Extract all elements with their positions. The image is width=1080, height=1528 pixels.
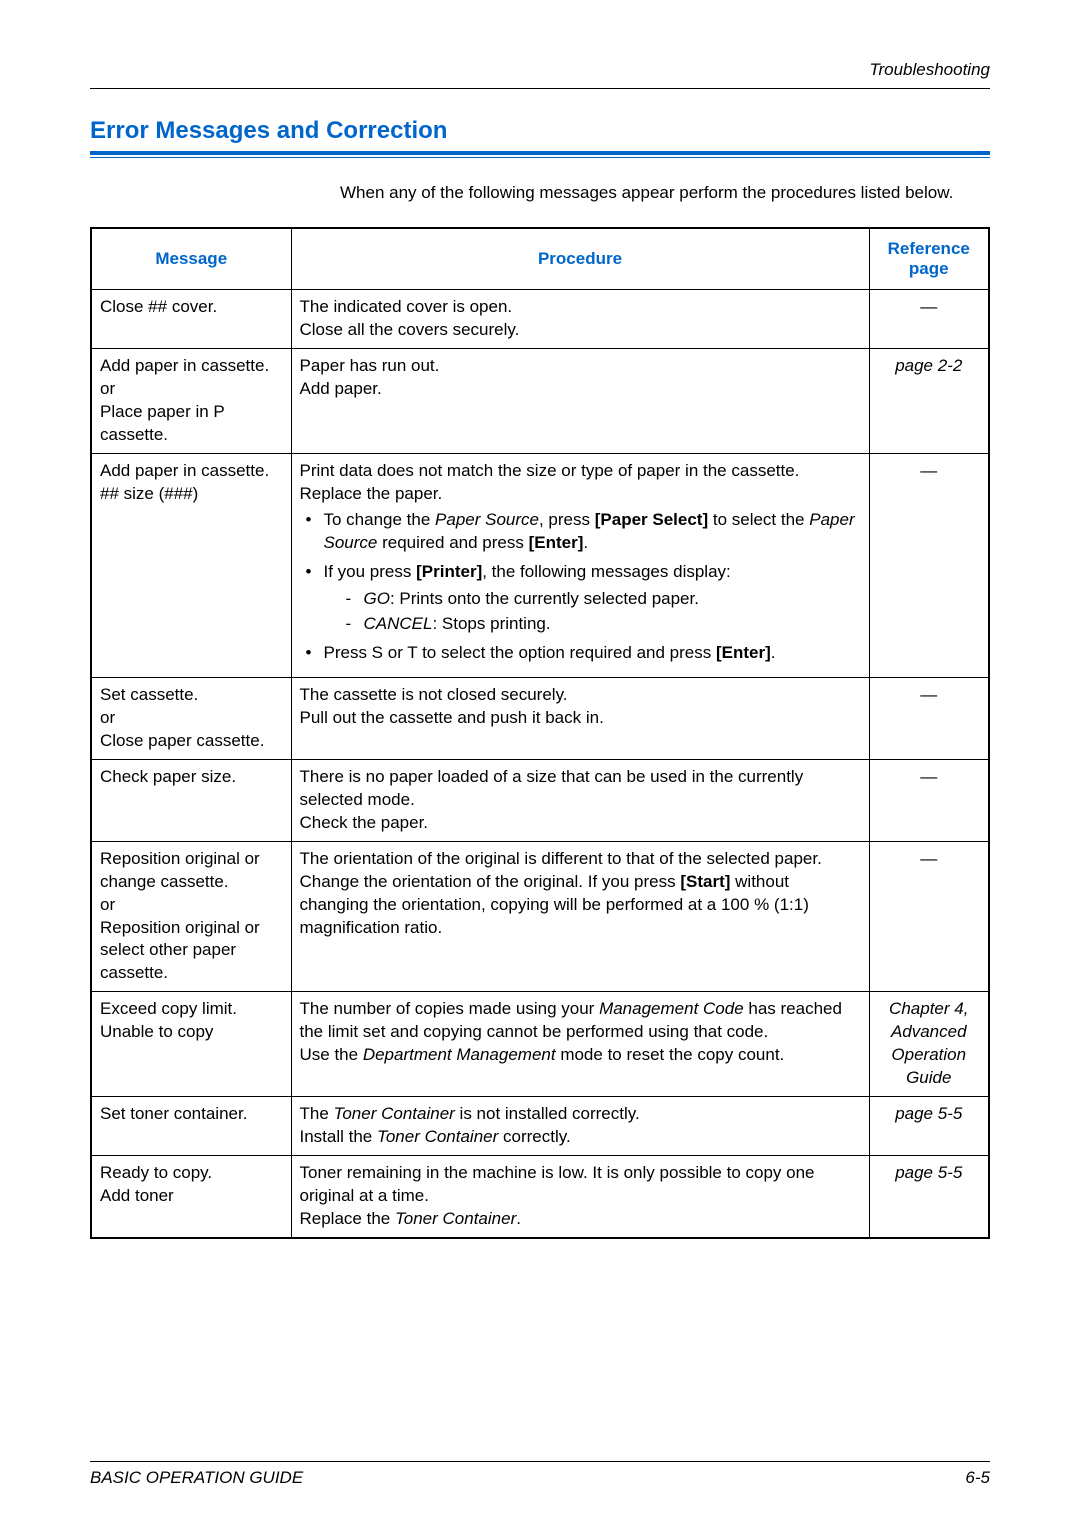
- cell-message: Add paper in cassette.orPlace paper in P…: [91, 348, 291, 453]
- error-table: Message Procedure Reference page Close #…: [90, 227, 990, 1239]
- col-header-message: Message: [91, 228, 291, 290]
- cell-procedure: The cassette is not closed securely.Pull…: [291, 678, 869, 760]
- cell-procedure: The Toner Container is not installed cor…: [291, 1097, 869, 1156]
- table-row: Exceed copy limit.Unable to copyThe numb…: [91, 992, 989, 1097]
- title-rule-thin: [90, 157, 990, 158]
- cell-procedure: Toner remaining in the machine is low. I…: [291, 1155, 869, 1237]
- table-body: Close ## cover.The indicated cover is op…: [91, 289, 989, 1237]
- cell-reference: —: [869, 678, 989, 760]
- header-section: Troubleshooting: [90, 60, 990, 80]
- cell-reference: —: [869, 759, 989, 841]
- cell-message: Set toner container.: [91, 1097, 291, 1156]
- cell-message: Close ## cover.: [91, 289, 291, 348]
- page-title: Error Messages and Correction: [90, 117, 990, 145]
- cell-reference: page 2-2: [869, 348, 989, 453]
- cell-procedure: The indicated cover is open.Close all th…: [291, 289, 869, 348]
- cell-reference: page 5-5: [869, 1097, 989, 1156]
- table-header-row: Message Procedure Reference page: [91, 228, 989, 290]
- cell-message: Add paper in cassette. ## size (###): [91, 453, 291, 678]
- footer-left: BASIC OPERATION GUIDE: [90, 1468, 303, 1488]
- table-row: Reposition original or change cassette.o…: [91, 841, 989, 992]
- col-header-reference: Reference page: [869, 228, 989, 290]
- cell-procedure: Paper has run out.Add paper.: [291, 348, 869, 453]
- cell-reference: —: [869, 289, 989, 348]
- cell-message: Ready to copy.Add toner: [91, 1155, 291, 1237]
- table-row: Check paper size.There is no paper loade…: [91, 759, 989, 841]
- cell-reference: —: [869, 453, 989, 678]
- title-rule-thick: [90, 151, 990, 155]
- cell-message: Set cassette.orClose paper cassette.: [91, 678, 291, 760]
- table-row: Close ## cover.The indicated cover is op…: [91, 289, 989, 348]
- cell-procedure: There is no paper loaded of a size that …: [291, 759, 869, 841]
- table-row: Ready to copy.Add tonerToner remaining i…: [91, 1155, 989, 1237]
- cell-reference: —: [869, 841, 989, 992]
- col-header-procedure: Procedure: [291, 228, 869, 290]
- cell-reference: Chapter 4, Advanced Operation Guide: [869, 992, 989, 1097]
- table-row: Set cassette.orClose paper cassette.The …: [91, 678, 989, 760]
- table-row: Add paper in cassette.orPlace paper in P…: [91, 348, 989, 453]
- cell-reference: page 5-5: [869, 1155, 989, 1237]
- footer: BASIC OPERATION GUIDE 6-5: [90, 1461, 990, 1488]
- table-row: Add paper in cassette. ## size (###)Prin…: [91, 453, 989, 678]
- header-rule: [90, 88, 990, 89]
- intro-text: When any of the following messages appea…: [340, 182, 990, 205]
- footer-rule: [90, 1461, 990, 1462]
- cell-message: Reposition original or change cassette.o…: [91, 841, 291, 992]
- cell-message: Check paper size.: [91, 759, 291, 841]
- cell-procedure: The orientation of the original is diffe…: [291, 841, 869, 992]
- table-row: Set toner container.The Toner Container …: [91, 1097, 989, 1156]
- cell-message: Exceed copy limit.Unable to copy: [91, 992, 291, 1097]
- footer-right: 6-5: [965, 1468, 990, 1488]
- cell-procedure: Print data does not match the size or ty…: [291, 453, 869, 678]
- cell-procedure: The number of copies made using your Man…: [291, 992, 869, 1097]
